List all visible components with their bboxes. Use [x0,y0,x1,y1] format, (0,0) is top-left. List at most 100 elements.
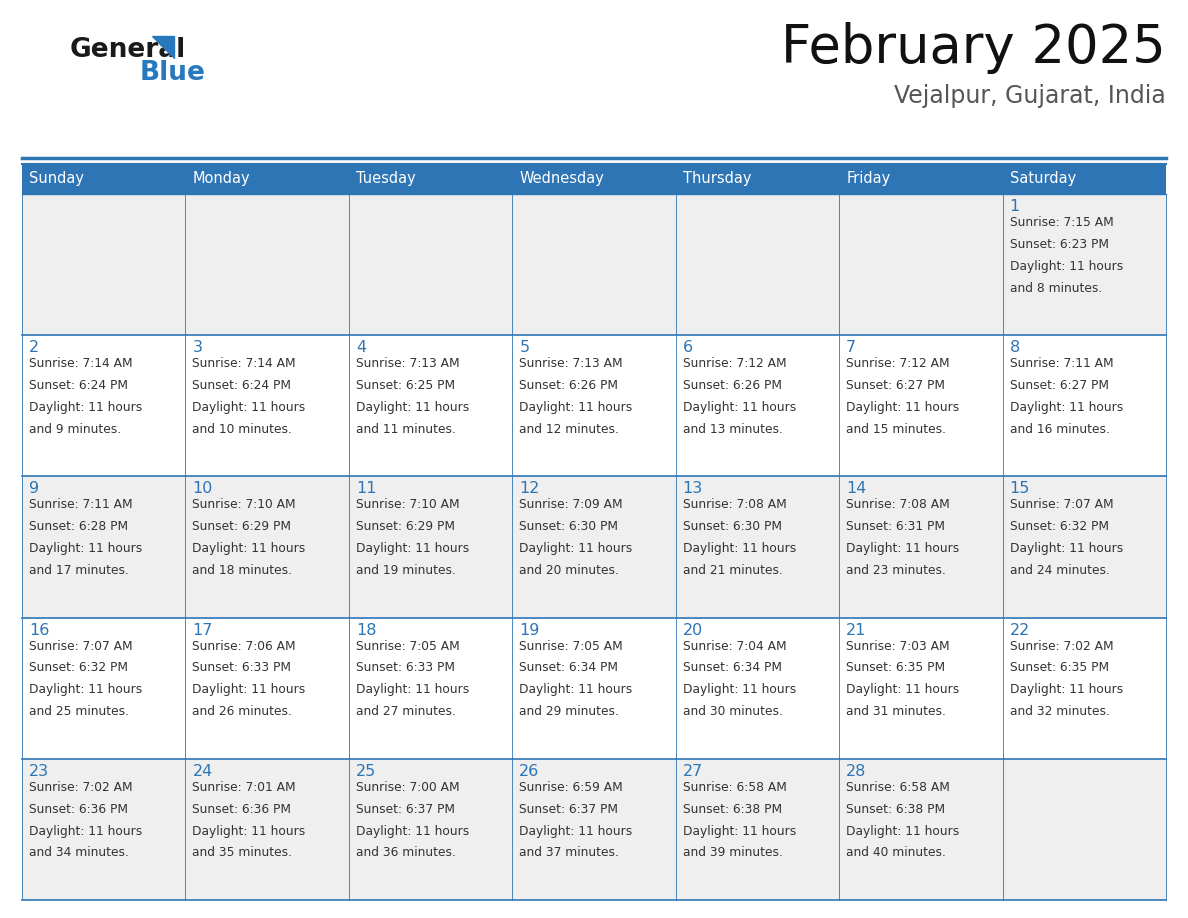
Text: and 19 minutes.: and 19 minutes. [356,564,456,577]
Text: Sunrise: 7:10 AM: Sunrise: 7:10 AM [356,498,460,511]
Text: and 36 minutes.: and 36 minutes. [356,846,456,859]
Text: Sunset: 6:29 PM: Sunset: 6:29 PM [192,521,291,533]
Text: Sunset: 6:35 PM: Sunset: 6:35 PM [1010,662,1108,675]
Bar [23,759,1165,900]
Text: and 13 minutes.: and 13 minutes. [683,423,783,436]
Text: 20: 20 [683,622,703,638]
Text: 11: 11 [356,481,377,497]
Text: Daylight: 11 hours: Daylight: 11 hours [192,824,305,837]
Text: 13: 13 [683,481,703,497]
Text: and 15 minutes.: and 15 minutes. [846,423,946,436]
Text: Sunset: 6:37 PM: Sunset: 6:37 PM [519,802,618,816]
Text: Daylight: 11 hours: Daylight: 11 hours [519,683,632,697]
Text: and 17 minutes.: and 17 minutes. [29,564,128,577]
Text: Daylight: 11 hours: Daylight: 11 hours [683,683,796,697]
Text: and 21 minutes.: and 21 minutes. [683,564,783,577]
Text: Blue: Blue [140,60,206,86]
Text: Saturday: Saturday [1010,172,1076,186]
Text: Daylight: 11 hours: Daylight: 11 hours [1010,260,1123,273]
Text: Daylight: 11 hours: Daylight: 11 hours [29,401,143,414]
Bar [23,335,1165,476]
Text: Sunrise: 7:14 AM: Sunrise: 7:14 AM [29,357,133,370]
Text: and 32 minutes.: and 32 minutes. [1010,705,1110,718]
Text: Daylight: 11 hours: Daylight: 11 hours [192,543,305,555]
Text: Sunrise: 6:58 AM: Sunrise: 6:58 AM [846,781,950,794]
Text: 24: 24 [192,764,213,778]
Bar [23,476,1165,618]
Text: Sunrise: 6:59 AM: Sunrise: 6:59 AM [519,781,623,794]
Text: Wednesday: Wednesday [519,172,605,186]
Text: and 37 minutes.: and 37 minutes. [519,846,619,859]
Text: and 40 minutes.: and 40 minutes. [846,846,946,859]
Text: Sunset: 6:33 PM: Sunset: 6:33 PM [356,662,455,675]
Text: Daylight: 11 hours: Daylight: 11 hours [683,401,796,414]
Text: Sunset: 6:34 PM: Sunset: 6:34 PM [683,662,782,675]
Text: Daylight: 11 hours: Daylight: 11 hours [1010,401,1123,414]
Text: Friday: Friday [846,172,890,186]
Text: 21: 21 [846,622,866,638]
Text: 19: 19 [519,622,539,638]
Text: Sunset: 6:28 PM: Sunset: 6:28 PM [29,521,128,533]
Text: and 11 minutes.: and 11 minutes. [356,423,456,436]
Bar [23,164,1165,194]
Text: 12: 12 [519,481,539,497]
Text: Sunrise: 7:08 AM: Sunrise: 7:08 AM [846,498,950,511]
Text: and 9 minutes.: and 9 minutes. [29,423,121,436]
Text: Sunrise: 7:15 AM: Sunrise: 7:15 AM [1010,216,1113,229]
Text: Sunrise: 7:12 AM: Sunrise: 7:12 AM [683,357,786,370]
Text: Sunset: 6:36 PM: Sunset: 6:36 PM [29,802,128,816]
Text: Daylight: 11 hours: Daylight: 11 hours [683,543,796,555]
Text: Daylight: 11 hours: Daylight: 11 hours [683,824,796,837]
Text: Tuesday: Tuesday [356,172,416,186]
Text: Sunrise: 7:01 AM: Sunrise: 7:01 AM [192,781,296,794]
Text: Sunset: 6:30 PM: Sunset: 6:30 PM [683,521,782,533]
Text: 15: 15 [1010,481,1030,497]
Text: 5: 5 [519,341,530,355]
Text: Daylight: 11 hours: Daylight: 11 hours [29,683,143,697]
Text: Sunrise: 7:13 AM: Sunrise: 7:13 AM [356,357,460,370]
Text: 6: 6 [683,341,693,355]
Text: Sunrise: 7:13 AM: Sunrise: 7:13 AM [519,357,623,370]
Text: Sunset: 6:30 PM: Sunset: 6:30 PM [519,521,618,533]
Text: 10: 10 [192,481,213,497]
Text: Daylight: 11 hours: Daylight: 11 hours [1010,543,1123,555]
Text: 26: 26 [519,764,539,778]
Text: Sunset: 6:33 PM: Sunset: 6:33 PM [192,662,291,675]
Text: Sunset: 6:32 PM: Sunset: 6:32 PM [1010,521,1108,533]
Text: Sunrise: 7:09 AM: Sunrise: 7:09 AM [519,498,623,511]
Text: and 20 minutes.: and 20 minutes. [519,564,619,577]
Text: and 39 minutes.: and 39 minutes. [683,846,783,859]
Text: and 35 minutes.: and 35 minutes. [192,846,292,859]
Text: 25: 25 [356,764,377,778]
Text: Daylight: 11 hours: Daylight: 11 hours [356,683,469,697]
Text: Sunrise: 7:02 AM: Sunrise: 7:02 AM [1010,640,1113,653]
Text: Sunrise: 7:08 AM: Sunrise: 7:08 AM [683,498,786,511]
Text: Sunset: 6:38 PM: Sunset: 6:38 PM [846,802,946,816]
Text: Sunrise: 7:02 AM: Sunrise: 7:02 AM [29,781,133,794]
Text: Sunset: 6:24 PM: Sunset: 6:24 PM [29,379,128,392]
Text: and 24 minutes.: and 24 minutes. [1010,564,1110,577]
Text: 18: 18 [356,622,377,638]
Text: Daylight: 11 hours: Daylight: 11 hours [29,824,143,837]
Text: Sunset: 6:25 PM: Sunset: 6:25 PM [356,379,455,392]
Bar [23,618,1165,759]
Text: 1: 1 [1010,199,1019,214]
Text: Daylight: 11 hours: Daylight: 11 hours [846,824,960,837]
Text: Sunset: 6:24 PM: Sunset: 6:24 PM [192,379,291,392]
Text: 28: 28 [846,764,866,778]
Text: 22: 22 [1010,622,1030,638]
Text: Sunset: 6:34 PM: Sunset: 6:34 PM [519,662,618,675]
Text: Sunrise: 7:14 AM: Sunrise: 7:14 AM [192,357,296,370]
Text: Sunrise: 7:04 AM: Sunrise: 7:04 AM [683,640,786,653]
Text: Monday: Monday [192,172,249,186]
Text: Daylight: 11 hours: Daylight: 11 hours [192,401,305,414]
Text: Sunrise: 7:07 AM: Sunrise: 7:07 AM [1010,498,1113,511]
Text: Sunrise: 7:05 AM: Sunrise: 7:05 AM [356,640,460,653]
Text: and 30 minutes.: and 30 minutes. [683,705,783,718]
Text: 9: 9 [29,481,39,497]
Text: February 2025: February 2025 [782,22,1165,74]
Text: Sunset: 6:35 PM: Sunset: 6:35 PM [846,662,946,675]
Text: Sunset: 6:32 PM: Sunset: 6:32 PM [29,662,128,675]
Text: Sunset: 6:27 PM: Sunset: 6:27 PM [846,379,946,392]
Text: Thursday: Thursday [683,172,751,186]
